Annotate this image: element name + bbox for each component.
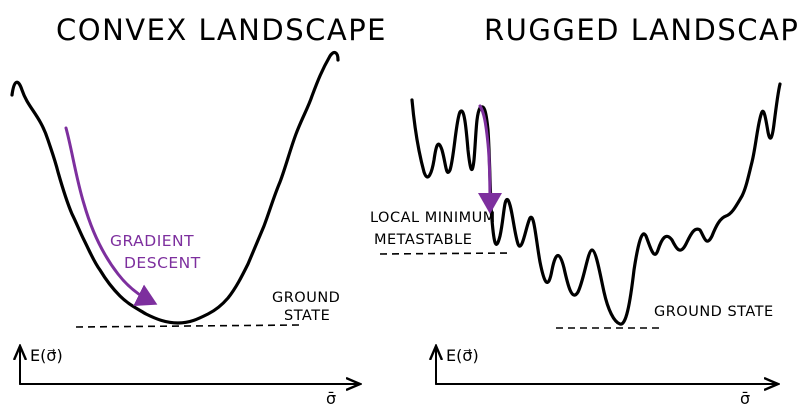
local-minimum-label-line1: LOCAL MINIMUM (370, 210, 496, 226)
rugged-y-axis-label: E(σ⃗) (446, 346, 479, 365)
convex-y-axis-label: E(σ⃗) (30, 346, 63, 365)
local-minimum-level-line (379, 252, 511, 255)
convex-panel: CONVEX LANDSCAPE GRADIENT DESCENT GROUND… (10, 13, 387, 408)
rugged-title: RUGGED LANDSCAPE (484, 13, 800, 47)
convex-ground-label-line1: GROUND (272, 290, 340, 306)
convex-ground-level-line (75, 324, 301, 328)
gradient-descent-arrow (64, 126, 158, 307)
convex-title: CONVEX LANDSCAPE (56, 13, 387, 47)
metastable-descent-arrow (477, 104, 502, 214)
rugged-panel: RUGGED LANDSCAPE LOCAL MINIMUM METASTABL… (370, 13, 800, 408)
rugged-x-axis-label: σ̄ (740, 389, 750, 408)
convex-x-axis-label: σ̄ (326, 389, 336, 408)
local-minimum-label-line2: METASTABLE (374, 232, 472, 248)
convex-energy-curve (10, 50, 340, 325)
gradient-label-line1: GRADIENT (110, 232, 194, 250)
convex-ground-label-line2: STATE (284, 308, 330, 324)
rugged-ground-label: GROUND STATE (654, 304, 774, 320)
rugged-energy-curve (410, 82, 782, 326)
gradient-label-line2: DESCENT (124, 254, 201, 272)
